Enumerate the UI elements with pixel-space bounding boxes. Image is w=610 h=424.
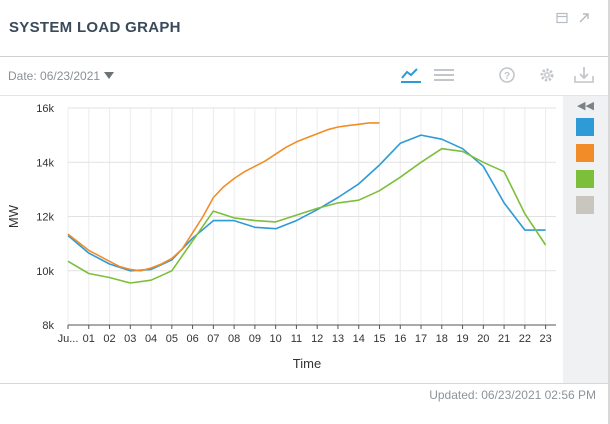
- y-tick-label: 8k: [42, 320, 54, 332]
- collapse-legend-icon[interactable]: ◀◀: [577, 100, 594, 112]
- x-tick-label: 19: [456, 333, 468, 345]
- x-tick-label: 03: [124, 333, 136, 345]
- window-icon[interactable]: [556, 12, 568, 24]
- footer-divider: [0, 383, 608, 384]
- x-tick-label: 23: [539, 333, 551, 345]
- x-tick-label: 08: [228, 333, 240, 345]
- widget-border: [608, 0, 610, 424]
- y-tick-label: 16k: [36, 103, 54, 115]
- expand-icon[interactable]: [578, 12, 590, 24]
- legend-swatch-2[interactable]: [576, 144, 594, 162]
- y-axis-title: MW: [6, 204, 21, 228]
- table-view-icon[interactable]: [433, 65, 455, 85]
- help-icon[interactable]: ?: [496, 65, 518, 85]
- legend-panel: ◀◀: [563, 96, 608, 384]
- date-selector[interactable]: Date: 06/23/2021: [8, 69, 115, 83]
- x-tick-label: 09: [249, 333, 261, 345]
- date-label: Date: 06/23/2021: [8, 69, 101, 83]
- x-tick-label: 06: [186, 333, 198, 345]
- x-tick-label: 04: [145, 333, 157, 345]
- legend-swatch-3[interactable]: [576, 170, 594, 188]
- series-line-2: [67, 122, 380, 272]
- x-tick-label: 14: [353, 333, 365, 345]
- svg-text:?: ?: [504, 71, 510, 82]
- legend-swatch-1[interactable]: [576, 118, 594, 136]
- x-tick-label: 16: [394, 333, 406, 345]
- x-tick-label: 21: [498, 333, 510, 345]
- gear-icon[interactable]: [536, 65, 558, 85]
- x-tick-label: 15: [373, 333, 385, 345]
- x-tick-label: 07: [207, 333, 219, 345]
- widget-header: SYSTEM LOAD GRAPH: [0, 0, 608, 57]
- widget-title: SYSTEM LOAD GRAPH: [9, 19, 181, 36]
- line-chart-icon[interactable]: [400, 65, 422, 85]
- x-tick-label: 12: [311, 333, 323, 345]
- system-load-chart: 8k 10k 12k 14k 16k Ju... 01 02 03 04 05 06 07 08 09 10 1…: [6, 103, 556, 371]
- x-tick-label: 18: [436, 333, 448, 345]
- x-tick-label: 11: [291, 333, 302, 345]
- chart-toolbar: Date: 06/23/2021 ?: [0, 57, 608, 96]
- x-tick-label: 10: [270, 333, 282, 345]
- series-line-1: [67, 134, 546, 272]
- legend-swatch-4[interactable]: [576, 196, 594, 214]
- x-tick-label: 17: [415, 333, 427, 345]
- caret-down-icon: [104, 72, 115, 79]
- x-axis-title: Time: [293, 356, 321, 371]
- download-icon[interactable]: [573, 65, 595, 85]
- x-tick-label: 13: [332, 333, 344, 345]
- y-tick-label: 12k: [36, 212, 54, 224]
- x-tick-label: Ju...: [58, 333, 79, 345]
- updated-timestamp: Updated: 06/23/2021 02:56 PM: [429, 388, 596, 402]
- x-tick-label: 05: [166, 333, 178, 345]
- x-tick-label: 20: [477, 333, 489, 345]
- y-tick-label: 14k: [36, 157, 54, 169]
- y-tick-label: 10k: [36, 266, 54, 278]
- series-line-3: [67, 147, 547, 284]
- plot-area: 8k 10k 12k 14k 16k Ju... 01 02 03 04 05 06 07 08 09 10 1…: [0, 96, 608, 384]
- x-tick-label: 22: [519, 333, 531, 345]
- x-tick-label: 01: [83, 333, 95, 345]
- x-tick-label: 02: [103, 333, 115, 345]
